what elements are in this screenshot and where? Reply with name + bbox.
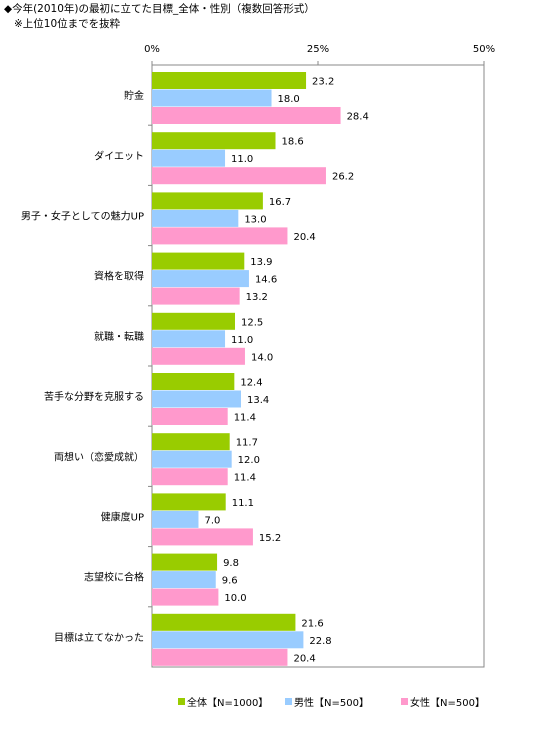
- bar-male: [152, 149, 226, 167]
- value-label: 9.6: [222, 576, 238, 587]
- bar-male: [152, 390, 241, 408]
- bar-total: [152, 493, 226, 511]
- value-label: 11.7: [236, 438, 258, 449]
- bar-male: [152, 209, 239, 227]
- value-label: 16.7: [269, 197, 291, 208]
- value-label: 15.2: [259, 533, 281, 544]
- value-label: 12.4: [240, 378, 262, 389]
- bar-male: [152, 510, 199, 528]
- x-tick-label: 25%: [307, 44, 329, 55]
- value-label: 13.0: [244, 214, 266, 225]
- value-label: 22.8: [309, 636, 331, 647]
- bar-male: [152, 450, 232, 468]
- bar-chart: 0% 25% 50% 貯金 23.2 18.0 28.4 ダイエット 18.6 11.0 26.2 男…: [21, 44, 495, 668]
- category-label: 健康度UP: [101, 511, 144, 524]
- bar-female: [152, 648, 288, 666]
- bar-total: [152, 312, 235, 330]
- bar-total: [152, 553, 218, 571]
- value-label: 20.4: [293, 232, 315, 243]
- chart-legend: 全体【N=1000】 男性【N=500】 女性【N=500】: [0, 694, 534, 710]
- value-label: 13.4: [247, 395, 269, 406]
- bar-female: [152, 107, 341, 124]
- value-label: 12.0: [238, 455, 260, 466]
- legend-item-total: 全体【N=1000】: [178, 694, 268, 709]
- category-label: ダイエット: [94, 149, 144, 162]
- bar-total: [152, 72, 307, 89]
- value-label: 18.0: [278, 94, 300, 105]
- value-label: 13.2: [246, 292, 268, 303]
- bar-female: [152, 227, 288, 245]
- value-label: 14.6: [255, 275, 277, 286]
- bar-female: [152, 287, 240, 305]
- category-label: 目標は立てなかった: [54, 631, 144, 644]
- legend-swatch-male: [285, 698, 292, 705]
- bar-total: [152, 132, 276, 150]
- value-label: 13.9: [250, 257, 272, 268]
- value-label: 18.6: [282, 137, 304, 148]
- legend-item-male: 男性【N=500】: [285, 694, 369, 709]
- value-label: 7.0: [204, 515, 220, 526]
- bar-male: [152, 270, 249, 288]
- value-label: 28.4: [347, 112, 369, 123]
- bar-female: [152, 408, 228, 425]
- bar-male: [152, 330, 226, 348]
- bar-total: [152, 433, 230, 451]
- value-label: 9.8: [223, 558, 239, 569]
- bar-total: [152, 373, 235, 390]
- category-label: 志望校に合格: [84, 571, 144, 584]
- bar-total: [152, 613, 296, 631]
- value-label: 23.2: [312, 77, 334, 88]
- value-label: 10.0: [224, 593, 246, 604]
- bar-female: [152, 347, 245, 365]
- bar-female: [152, 588, 219, 606]
- category-label: 苦手な分野を克服する: [44, 390, 144, 403]
- bar-female: [152, 528, 253, 546]
- legend-label-female: 女性【N=500】: [410, 698, 485, 709]
- chart-title: ◆今年(2010年)の最初に立てた目標_全体・性別（複数回答形式）: [4, 3, 315, 15]
- legend-label-male: 男性【N=500】: [294, 698, 369, 709]
- category-label: 貯金: [124, 89, 144, 102]
- legend-swatch-female: [401, 698, 408, 705]
- value-label: 14.0: [251, 352, 273, 363]
- value-label: 11.0: [231, 154, 253, 165]
- x-tick-label: 0%: [144, 44, 160, 55]
- bar-total: [152, 192, 263, 210]
- value-label: 20.4: [293, 653, 315, 664]
- bar-male: [152, 631, 304, 649]
- legend-item-female: 女性【N=500】: [401, 694, 485, 709]
- category-label: 就職・転職: [94, 330, 144, 343]
- category-label: 男子・女子としての魅力UP: [21, 210, 144, 223]
- bar-male: [152, 571, 216, 589]
- value-label: 11.1: [232, 498, 254, 509]
- bar-female: [152, 468, 228, 486]
- value-label: 11.4: [234, 473, 256, 484]
- value-label: 26.2: [332, 172, 354, 183]
- value-label: 11.4: [234, 413, 256, 424]
- value-label: 12.5: [241, 317, 263, 328]
- category-label: 両想い（恋愛成就）: [54, 450, 144, 463]
- bar-female: [152, 167, 326, 185]
- category-label: 資格を取得: [94, 270, 144, 283]
- bar-male: [152, 89, 272, 107]
- x-tick-label: 50%: [473, 44, 495, 55]
- chart-subtitle: ※上位10位までを抜粋: [14, 18, 121, 30]
- legend-label-total: 全体【N=1000】: [187, 698, 269, 709]
- value-label: 21.6: [301, 618, 323, 629]
- bar-total: [152, 252, 245, 270]
- legend-swatch-total: [178, 698, 185, 705]
- value-label: 11.0: [231, 335, 253, 346]
